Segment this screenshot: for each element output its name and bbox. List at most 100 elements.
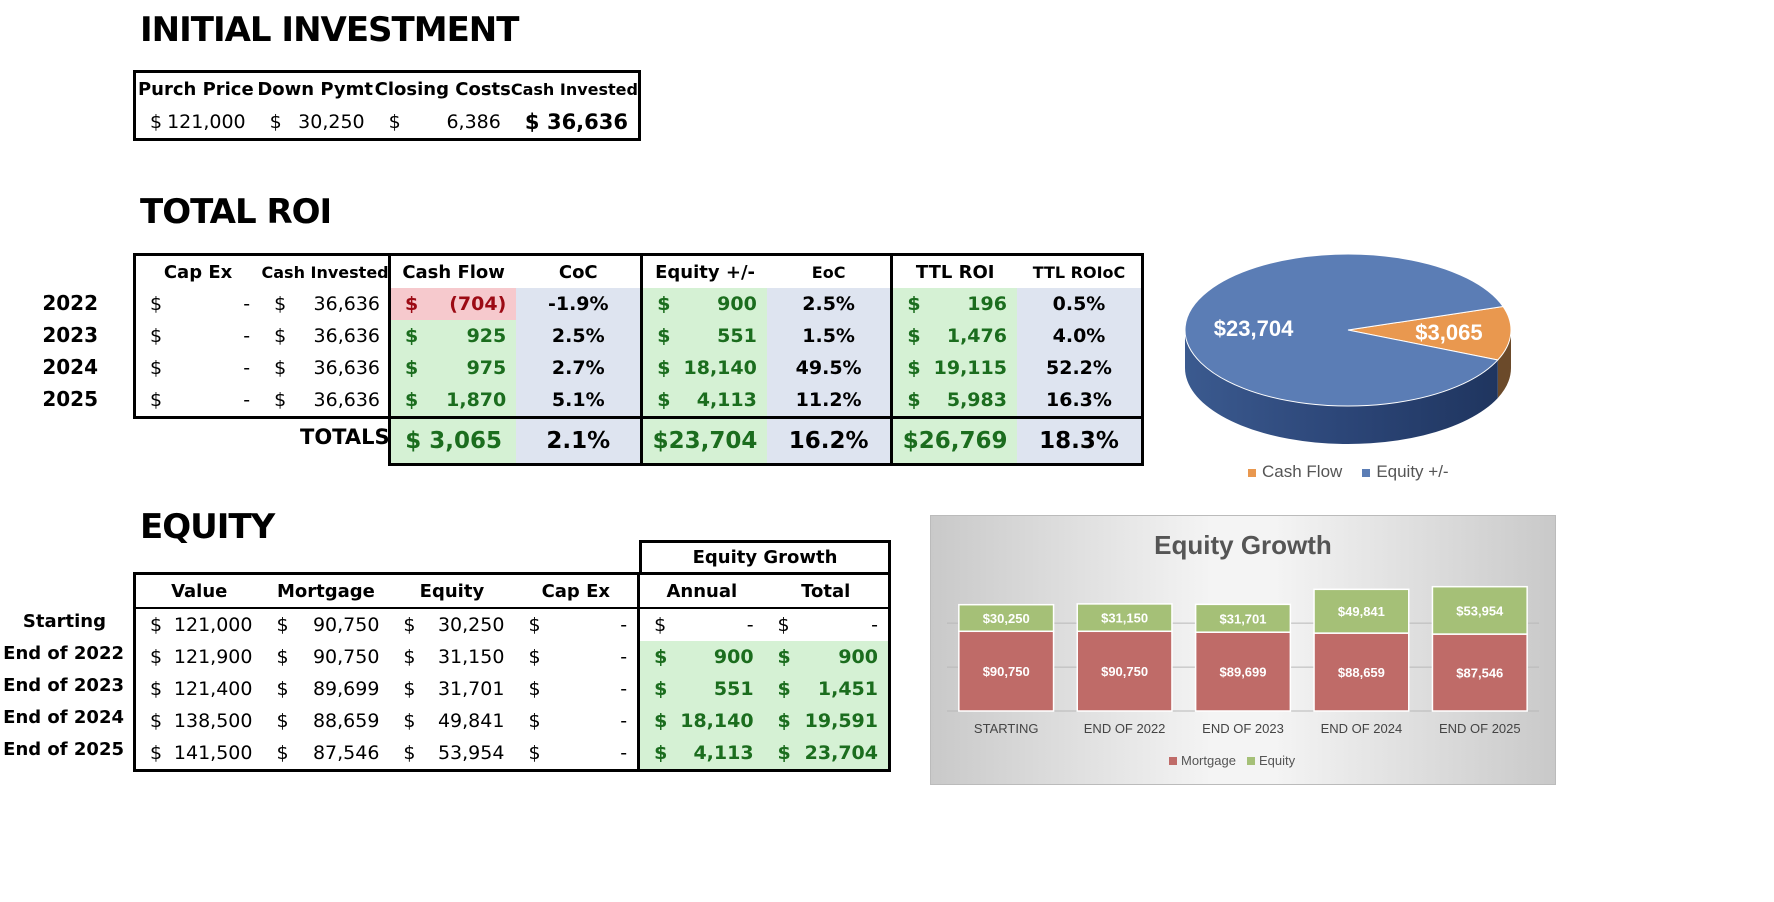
cash-flow-value: (704) (449, 293, 507, 315)
equity-cell: 30,250 (437, 614, 505, 636)
year-label: 2022 (42, 291, 98, 315)
total-equity: $23,704 (640, 417, 767, 465)
pie-slice-side-equity (1185, 330, 1498, 444)
year-label: 2025 (42, 387, 98, 411)
coc-value: 2.7% (516, 352, 642, 384)
ttl-roioc-value: 52.2% (1016, 352, 1143, 384)
total-eoc: 16.2% (766, 417, 892, 465)
ttl-roioc-value: 16.3% (1016, 384, 1143, 418)
totals-label: TOTALS (300, 425, 390, 449)
header-total: Total (801, 580, 851, 602)
total-cell: 1,451 (817, 678, 878, 700)
bar-label-mortgage-1: $90,750 (1101, 664, 1148, 679)
bar-mortgage-2 (1194, 631, 1292, 712)
header-cash-invested: Cash Invested (261, 262, 389, 282)
legend-label-equity: Equity (1259, 753, 1296, 768)
capex-cell: - (620, 614, 628, 636)
annual-cell: 4,113 (693, 742, 754, 764)
annual-cell: 551 (713, 678, 754, 700)
header-annual: Annual (637, 573, 764, 608)
bar-label-mortgage-4: $87,546 (1456, 666, 1503, 681)
x-tick-label: END OF 2023 (1202, 721, 1284, 736)
equity-row-label: Starting (22, 611, 106, 632)
annual-cell: - (746, 614, 754, 636)
legend-swatch-mortgage (1169, 757, 1177, 765)
capex-value: - (243, 389, 251, 411)
bar-equity-2 (1194, 603, 1292, 633)
cash-invested-value: 36,636 (546, 109, 628, 134)
bar-label-mortgage-0: $90,750 (983, 664, 1030, 679)
bar-equity-0 (958, 603, 1055, 633)
mortgage-cell: 87,546 (312, 742, 380, 764)
cash-flow-value: 925 (466, 325, 507, 347)
pie-slice-side-cash-flow (1497, 330, 1511, 398)
x-tick-label: END OF 2024 (1321, 721, 1403, 736)
capex-value: - (243, 293, 251, 315)
header-down-pymt: Down Pymt (257, 78, 373, 100)
value-cell: 121,000 (173, 614, 253, 636)
value-cell: 141,500 (173, 742, 253, 764)
roi-returns-block: Cash Flow CoC Equity +/- EoC TTL ROI TTL… (388, 253, 1144, 466)
cash-invested-value: 36,636 (313, 325, 380, 347)
header-cash-invested: Cash Invested (510, 79, 638, 99)
total-cell: 23,704 (804, 742, 878, 764)
x-tick-label: END OF 2025 (1439, 721, 1521, 736)
pie-slice-cash-flow (1347, 305, 1512, 361)
total-cell: 900 (838, 646, 878, 668)
roi-pie-chart: $3,065 $23,704 (1184, 253, 1512, 444)
bar-mortgage-1 (1076, 630, 1173, 712)
header-cash-flow: Cash Flow (402, 261, 505, 283)
header-mortgage: Mortgage (277, 580, 375, 602)
capex-cell: - (620, 678, 628, 700)
header-coc: CoC (558, 261, 598, 283)
mortgage-cell: 90,750 (312, 646, 380, 668)
bar-label-mortgage-3: $88,659 (1338, 665, 1385, 680)
cash-flow-value: 975 (466, 357, 507, 379)
header-closing-costs: Closing Costs (374, 78, 511, 100)
bar-label-equity-1: $31,150 (1101, 611, 1148, 626)
x-tick-label: END OF 2022 (1084, 721, 1166, 736)
capex-value: - (243, 325, 251, 347)
currency-symbol: $ (150, 110, 163, 133)
eoc-value: 11.2% (766, 384, 892, 418)
ttl-roi-value: 196 (967, 293, 1007, 315)
annual-cell: 900 (713, 646, 754, 668)
header-equity: Equity (419, 580, 485, 602)
legend-item-cash-flow: Cash Flow (1248, 462, 1342, 482)
value-cell: 121,400 (173, 678, 253, 700)
equity-growth-chart-panel: Equity Growth $90,750 $30,250 STARTING $90,… (930, 515, 1556, 785)
mortgage-cell: 90,750 (312, 614, 380, 636)
coc-value: -1.9% (516, 288, 642, 320)
initial-investment-table: Purch Price Down Pymt Closing Costs Cash… (133, 70, 641, 141)
equity-cell: 31,701 (437, 678, 505, 700)
header-equity: Equity +/- (640, 254, 767, 288)
coc-value: 2.5% (516, 320, 642, 352)
legend-swatch-equity (1247, 757, 1255, 765)
capex-cell: - (620, 742, 628, 764)
annual-cell: 18,140 (680, 710, 754, 732)
equity-value: 551 (717, 325, 757, 347)
currency-symbol: $ (269, 110, 282, 133)
bar-label-equity-3: $49,841 (1338, 604, 1385, 619)
cash-flow-value: 1,870 (446, 389, 507, 411)
total-ttl-roioc: 18.3% (1016, 417, 1143, 465)
mortgage-cell: 88,659 (312, 710, 380, 732)
ttl-roi-value: 5,983 (946, 389, 1007, 411)
capex-value: - (243, 357, 251, 379)
ttl-roi-value: 19,115 (933, 357, 1007, 379)
equity-row-label: End of 2022 (3, 643, 124, 664)
bar-label-equity-2: $31,701 (1220, 611, 1267, 626)
pie-slice-equity (1184, 253, 1504, 407)
cash-invested-value: 36,636 (313, 293, 380, 315)
down-pymt-value: 30,250 (298, 110, 365, 133)
header-ttl-roioc: TTL ROIoC (1032, 262, 1126, 282)
total-ttl-roi: $26,769 (890, 417, 1017, 465)
eoc-value: 2.5% (766, 288, 892, 320)
bar-label-equity-4: $53,954 (1456, 603, 1504, 618)
year-label: 2024 (42, 355, 98, 379)
total-coc: 2.1% (516, 417, 642, 465)
bar-mortgage-4 (1431, 633, 1528, 712)
header-purch-price: Purch Price (137, 78, 254, 100)
total-roi-title: TOTAL ROI (140, 192, 332, 232)
equity-row-label: End of 2024 (3, 707, 124, 728)
